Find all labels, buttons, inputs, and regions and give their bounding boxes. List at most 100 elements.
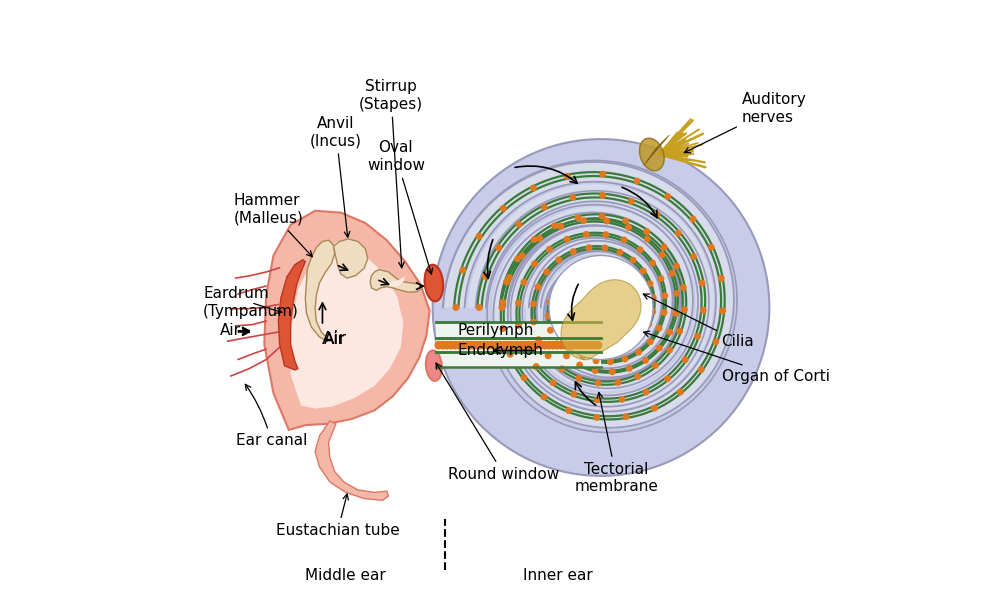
Circle shape xyxy=(673,311,678,316)
Circle shape xyxy=(648,339,653,344)
Circle shape xyxy=(564,353,569,359)
Circle shape xyxy=(507,275,512,280)
Circle shape xyxy=(630,258,636,263)
Circle shape xyxy=(548,328,553,333)
Circle shape xyxy=(570,194,576,200)
Circle shape xyxy=(571,285,577,290)
Circle shape xyxy=(586,341,593,349)
Circle shape xyxy=(606,349,611,355)
Circle shape xyxy=(537,341,544,349)
Circle shape xyxy=(545,353,551,359)
Circle shape xyxy=(558,224,563,229)
Circle shape xyxy=(602,271,608,277)
Text: Tectorial
membrane: Tectorial membrane xyxy=(574,392,658,494)
Circle shape xyxy=(628,301,634,306)
Circle shape xyxy=(594,276,600,281)
Circle shape xyxy=(594,341,602,349)
Circle shape xyxy=(547,300,552,305)
Circle shape xyxy=(718,276,724,281)
Circle shape xyxy=(650,295,656,301)
Circle shape xyxy=(500,205,506,211)
Circle shape xyxy=(531,185,536,191)
Circle shape xyxy=(562,341,569,349)
Circle shape xyxy=(570,249,576,255)
Circle shape xyxy=(646,322,651,327)
Polygon shape xyxy=(561,280,641,360)
Circle shape xyxy=(698,367,704,372)
Circle shape xyxy=(566,292,571,298)
Circle shape xyxy=(665,376,670,381)
Text: Hammer
(Malleus): Hammer (Malleus) xyxy=(234,193,312,256)
Circle shape xyxy=(643,389,649,395)
Circle shape xyxy=(623,414,629,419)
Circle shape xyxy=(482,274,488,279)
Circle shape xyxy=(593,358,599,363)
Text: Air: Air xyxy=(322,330,347,348)
Text: Anvil
(Incus): Anvil (Incus) xyxy=(310,116,362,237)
Circle shape xyxy=(499,305,505,310)
Circle shape xyxy=(681,285,686,290)
Circle shape xyxy=(531,301,536,307)
Circle shape xyxy=(500,341,508,349)
Circle shape xyxy=(667,347,672,353)
Polygon shape xyxy=(436,352,601,367)
Circle shape xyxy=(654,212,660,217)
Circle shape xyxy=(488,341,496,349)
Circle shape xyxy=(555,300,560,306)
Circle shape xyxy=(643,358,648,363)
Circle shape xyxy=(674,291,679,296)
Circle shape xyxy=(517,341,524,349)
Circle shape xyxy=(661,244,667,250)
Text: Perilymph: Perilymph xyxy=(457,323,534,338)
Circle shape xyxy=(549,255,653,360)
Circle shape xyxy=(464,341,471,349)
Circle shape xyxy=(658,276,664,282)
Polygon shape xyxy=(436,322,601,338)
Circle shape xyxy=(639,333,644,338)
Circle shape xyxy=(558,341,565,349)
Circle shape xyxy=(525,341,532,349)
Circle shape xyxy=(500,326,506,331)
Circle shape xyxy=(566,408,571,413)
Circle shape xyxy=(682,307,687,312)
Circle shape xyxy=(617,250,623,255)
Circle shape xyxy=(594,415,599,420)
Circle shape xyxy=(682,357,688,362)
Circle shape xyxy=(460,268,466,273)
Circle shape xyxy=(439,341,447,349)
Circle shape xyxy=(595,380,601,386)
Circle shape xyxy=(574,274,580,280)
Circle shape xyxy=(586,277,592,282)
Circle shape xyxy=(529,341,536,349)
Circle shape xyxy=(555,324,561,330)
Circle shape xyxy=(531,237,537,242)
Text: Cilia: Cilia xyxy=(643,294,754,349)
Text: Round window: Round window xyxy=(436,363,559,482)
Circle shape xyxy=(547,247,552,252)
Circle shape xyxy=(560,277,565,282)
Polygon shape xyxy=(492,207,693,391)
Circle shape xyxy=(619,397,625,402)
Circle shape xyxy=(720,308,725,314)
Polygon shape xyxy=(468,184,714,410)
Circle shape xyxy=(604,218,609,224)
Circle shape xyxy=(617,290,623,295)
Circle shape xyxy=(563,320,568,326)
Polygon shape xyxy=(291,241,403,408)
Circle shape xyxy=(561,336,566,341)
Circle shape xyxy=(713,339,719,344)
Circle shape xyxy=(553,341,561,349)
Polygon shape xyxy=(333,239,368,278)
Text: Eustachian tube: Eustachian tube xyxy=(276,494,400,538)
Circle shape xyxy=(516,322,521,328)
Circle shape xyxy=(456,341,463,349)
Circle shape xyxy=(519,253,525,258)
Circle shape xyxy=(554,341,559,347)
Circle shape xyxy=(609,369,615,375)
Circle shape xyxy=(570,341,577,349)
Circle shape xyxy=(619,296,625,301)
Circle shape xyxy=(581,218,586,223)
Circle shape xyxy=(536,337,541,343)
Circle shape xyxy=(496,245,501,250)
Polygon shape xyxy=(370,269,422,292)
